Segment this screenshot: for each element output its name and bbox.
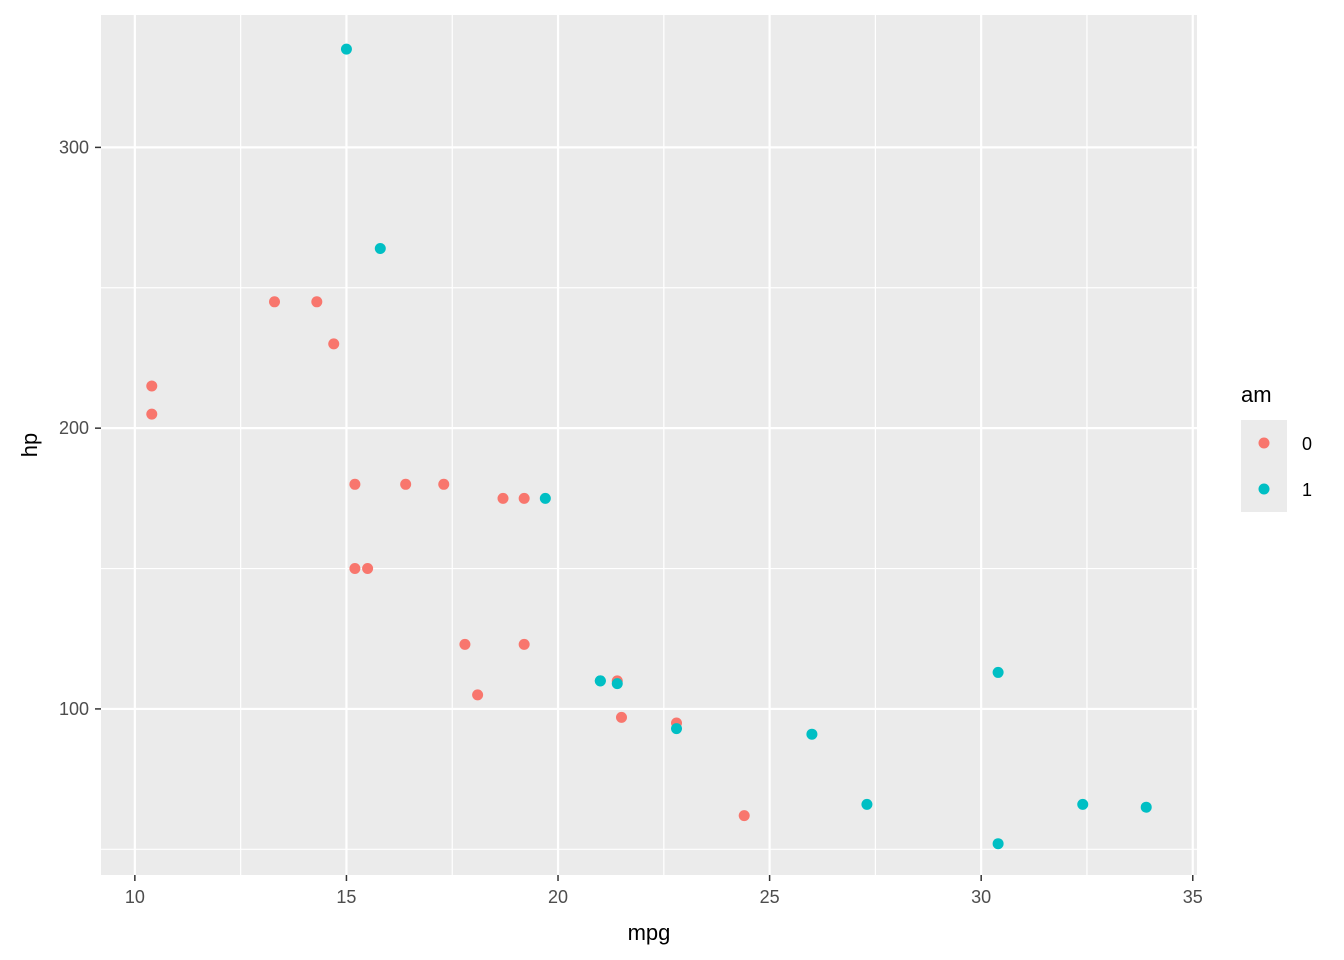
data-point-am-1 (340, 43, 352, 55)
data-point-am-1 (861, 798, 873, 810)
data-point-am-0 (459, 638, 471, 650)
data-point-am-0 (146, 380, 158, 392)
legend-key-1 (1258, 483, 1270, 495)
data-point-am-0 (362, 563, 374, 575)
data-point-am-0 (518, 492, 530, 504)
data-point-am-1 (374, 242, 386, 254)
data-point-am-0 (472, 689, 484, 701)
y-axis: 100 200 300 (59, 137, 101, 719)
data-point-am-1 (594, 675, 606, 687)
data-point-am-1 (806, 728, 818, 740)
x-axis-title: mpg (628, 920, 671, 945)
data-point-am-1 (1140, 801, 1152, 813)
x-axis: 10 15 20 25 30 35 (125, 875, 1203, 907)
y-tick-label: 100 (59, 699, 89, 719)
data-point-am-0 (349, 563, 361, 575)
data-point-am-1 (1077, 798, 1089, 810)
legend-label-1: 1 (1302, 480, 1312, 500)
data-point-am-0 (518, 638, 530, 650)
major-gridlines (101, 15, 1197, 875)
data-point-am-1 (671, 723, 683, 735)
data-point-am-0 (311, 296, 323, 308)
x-tick-label: 35 (1183, 887, 1203, 907)
legend-label-0: 0 (1302, 434, 1312, 454)
data-point-am-0 (328, 338, 340, 350)
data-point-am-0 (268, 296, 280, 308)
data-point-am-1 (992, 838, 1004, 850)
data-point-am-0 (438, 478, 450, 490)
data-point-am-0 (615, 711, 627, 723)
legend-key-0 (1258, 437, 1270, 449)
data-point-am-0 (400, 478, 412, 490)
legend-key-background (1241, 420, 1287, 512)
legend-title: am (1241, 382, 1272, 407)
data-point-am-0 (497, 492, 509, 504)
minor-gridlines (101, 15, 1197, 875)
x-tick-label: 15 (336, 887, 356, 907)
y-axis-title: hp (17, 433, 42, 457)
data-points (146, 43, 1152, 850)
y-tick-label: 300 (59, 137, 89, 157)
legend: am 0 1 (1241, 382, 1312, 512)
plot-panel (101, 15, 1197, 875)
data-point-am-1 (992, 666, 1004, 678)
data-point-am-0 (146, 408, 158, 420)
x-tick-label: 20 (548, 887, 568, 907)
data-point-am-0 (349, 478, 361, 490)
data-point-am-1 (611, 678, 623, 690)
data-point-am-0 (738, 810, 750, 822)
y-tick-label: 200 (59, 418, 89, 438)
x-tick-label: 10 (125, 887, 145, 907)
x-tick-label: 25 (760, 887, 780, 907)
data-point-am-1 (539, 492, 551, 504)
x-tick-label: 30 (971, 887, 991, 907)
